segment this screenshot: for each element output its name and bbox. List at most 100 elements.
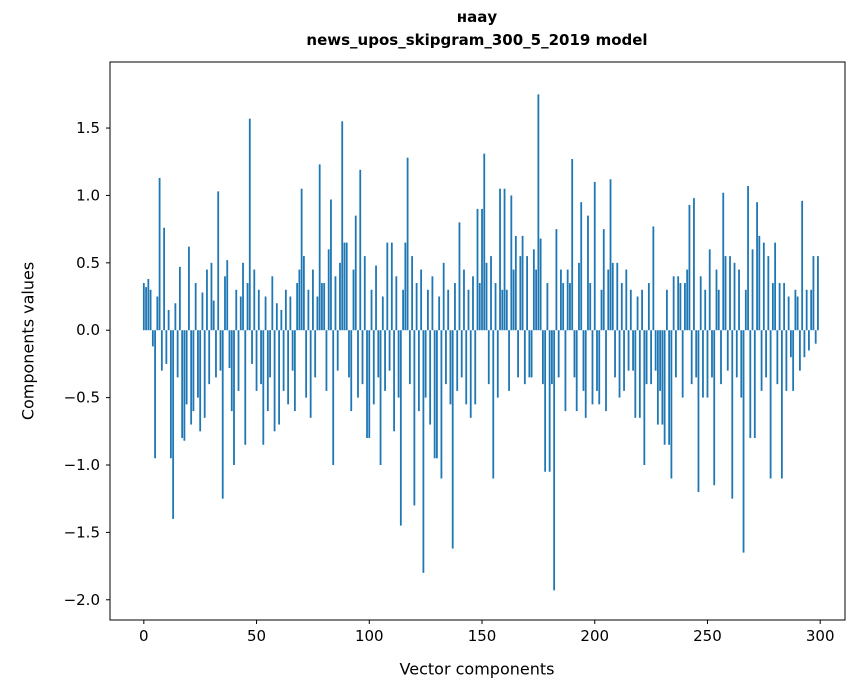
- bar: [517, 330, 519, 378]
- bar: [744, 289, 747, 331]
- bar: [693, 198, 695, 331]
- bar: [771, 283, 774, 331]
- bar: [476, 208, 479, 331]
- bar: [264, 296, 267, 331]
- bar: [600, 289, 603, 331]
- bar: [796, 296, 799, 331]
- bar: [557, 330, 560, 378]
- bar: [532, 249, 535, 331]
- bar: [354, 215, 357, 331]
- bar: [336, 330, 339, 371]
- bar: [215, 330, 217, 378]
- bar: [546, 283, 549, 331]
- bar: [339, 262, 341, 331]
- bar: [427, 289, 429, 331]
- bar: [783, 283, 786, 331]
- bar: [618, 330, 621, 398]
- bar: [393, 330, 395, 432]
- bar: [253, 269, 256, 331]
- bar: [408, 330, 411, 385]
- bar: [566, 269, 569, 331]
- bar: [327, 249, 330, 331]
- bar: [436, 330, 438, 459]
- bar: [366, 330, 368, 439]
- bar: [478, 283, 481, 331]
- bar: [217, 191, 220, 331]
- bar: [690, 330, 693, 385]
- bar: [663, 330, 666, 445]
- bar: [463, 269, 465, 331]
- bar: [411, 256, 414, 331]
- bar: [751, 249, 754, 331]
- bar: [255, 330, 258, 391]
- bar: [298, 269, 301, 331]
- bar: [665, 289, 668, 331]
- bar: [244, 330, 247, 445]
- bar: [230, 330, 233, 412]
- bar: [562, 283, 565, 331]
- bar: [318, 164, 321, 331]
- bar: [483, 153, 486, 331]
- bar: [156, 296, 159, 331]
- bar: [508, 330, 510, 391]
- bar: [224, 276, 226, 331]
- bar: [309, 330, 312, 418]
- bar: [289, 296, 292, 331]
- bar: [402, 289, 404, 331]
- bar: [629, 289, 632, 331]
- bar: [384, 330, 386, 391]
- bar: [526, 256, 528, 331]
- bar: [731, 330, 734, 499]
- bar: [454, 283, 456, 331]
- bar: [404, 242, 407, 331]
- bar: [661, 330, 664, 425]
- bar: [596, 330, 598, 391]
- bar: [706, 330, 709, 398]
- x-tick-label: 250: [693, 627, 722, 645]
- bar: [519, 256, 522, 331]
- bar: [474, 330, 477, 405]
- y-tick-label: 0.5: [76, 254, 100, 272]
- bar: [514, 235, 517, 331]
- bar: [172, 330, 175, 519]
- bar: [799, 330, 801, 371]
- bar: [580, 202, 583, 331]
- bar: [158, 177, 161, 331]
- bar: [697, 330, 700, 492]
- x-tick-label: 0: [139, 627, 149, 645]
- bar: [246, 283, 249, 331]
- plot-border: [109, 61, 846, 621]
- bar: [620, 283, 623, 331]
- x-tick-label: 200: [580, 627, 609, 645]
- bar: [512, 269, 515, 331]
- bar: [632, 330, 634, 371]
- bar: [505, 289, 508, 331]
- bar: [659, 330, 662, 391]
- y-tick-label: 1.0: [76, 186, 100, 204]
- bar: [762, 242, 765, 331]
- bar: [433, 330, 436, 459]
- bar: [551, 330, 553, 385]
- bar: [560, 269, 562, 331]
- bar: [523, 330, 526, 385]
- bar: [753, 330, 756, 439]
- bar: [465, 330, 468, 405]
- bar: [174, 303, 177, 331]
- bar: [715, 269, 718, 331]
- bar: [636, 296, 639, 331]
- bar: [765, 330, 767, 378]
- bar: [643, 330, 646, 465]
- bar: [575, 330, 578, 412]
- bar: [377, 330, 380, 378]
- bar: [587, 215, 589, 331]
- bar: [499, 188, 501, 331]
- bar: [375, 265, 377, 331]
- bar: [625, 269, 628, 331]
- bar: [361, 330, 364, 385]
- bar: [325, 330, 328, 391]
- bar: [467, 289, 470, 331]
- bar: [582, 330, 585, 391]
- bar: [726, 330, 729, 371]
- bar: [449, 330, 452, 405]
- bar: [749, 330, 752, 439]
